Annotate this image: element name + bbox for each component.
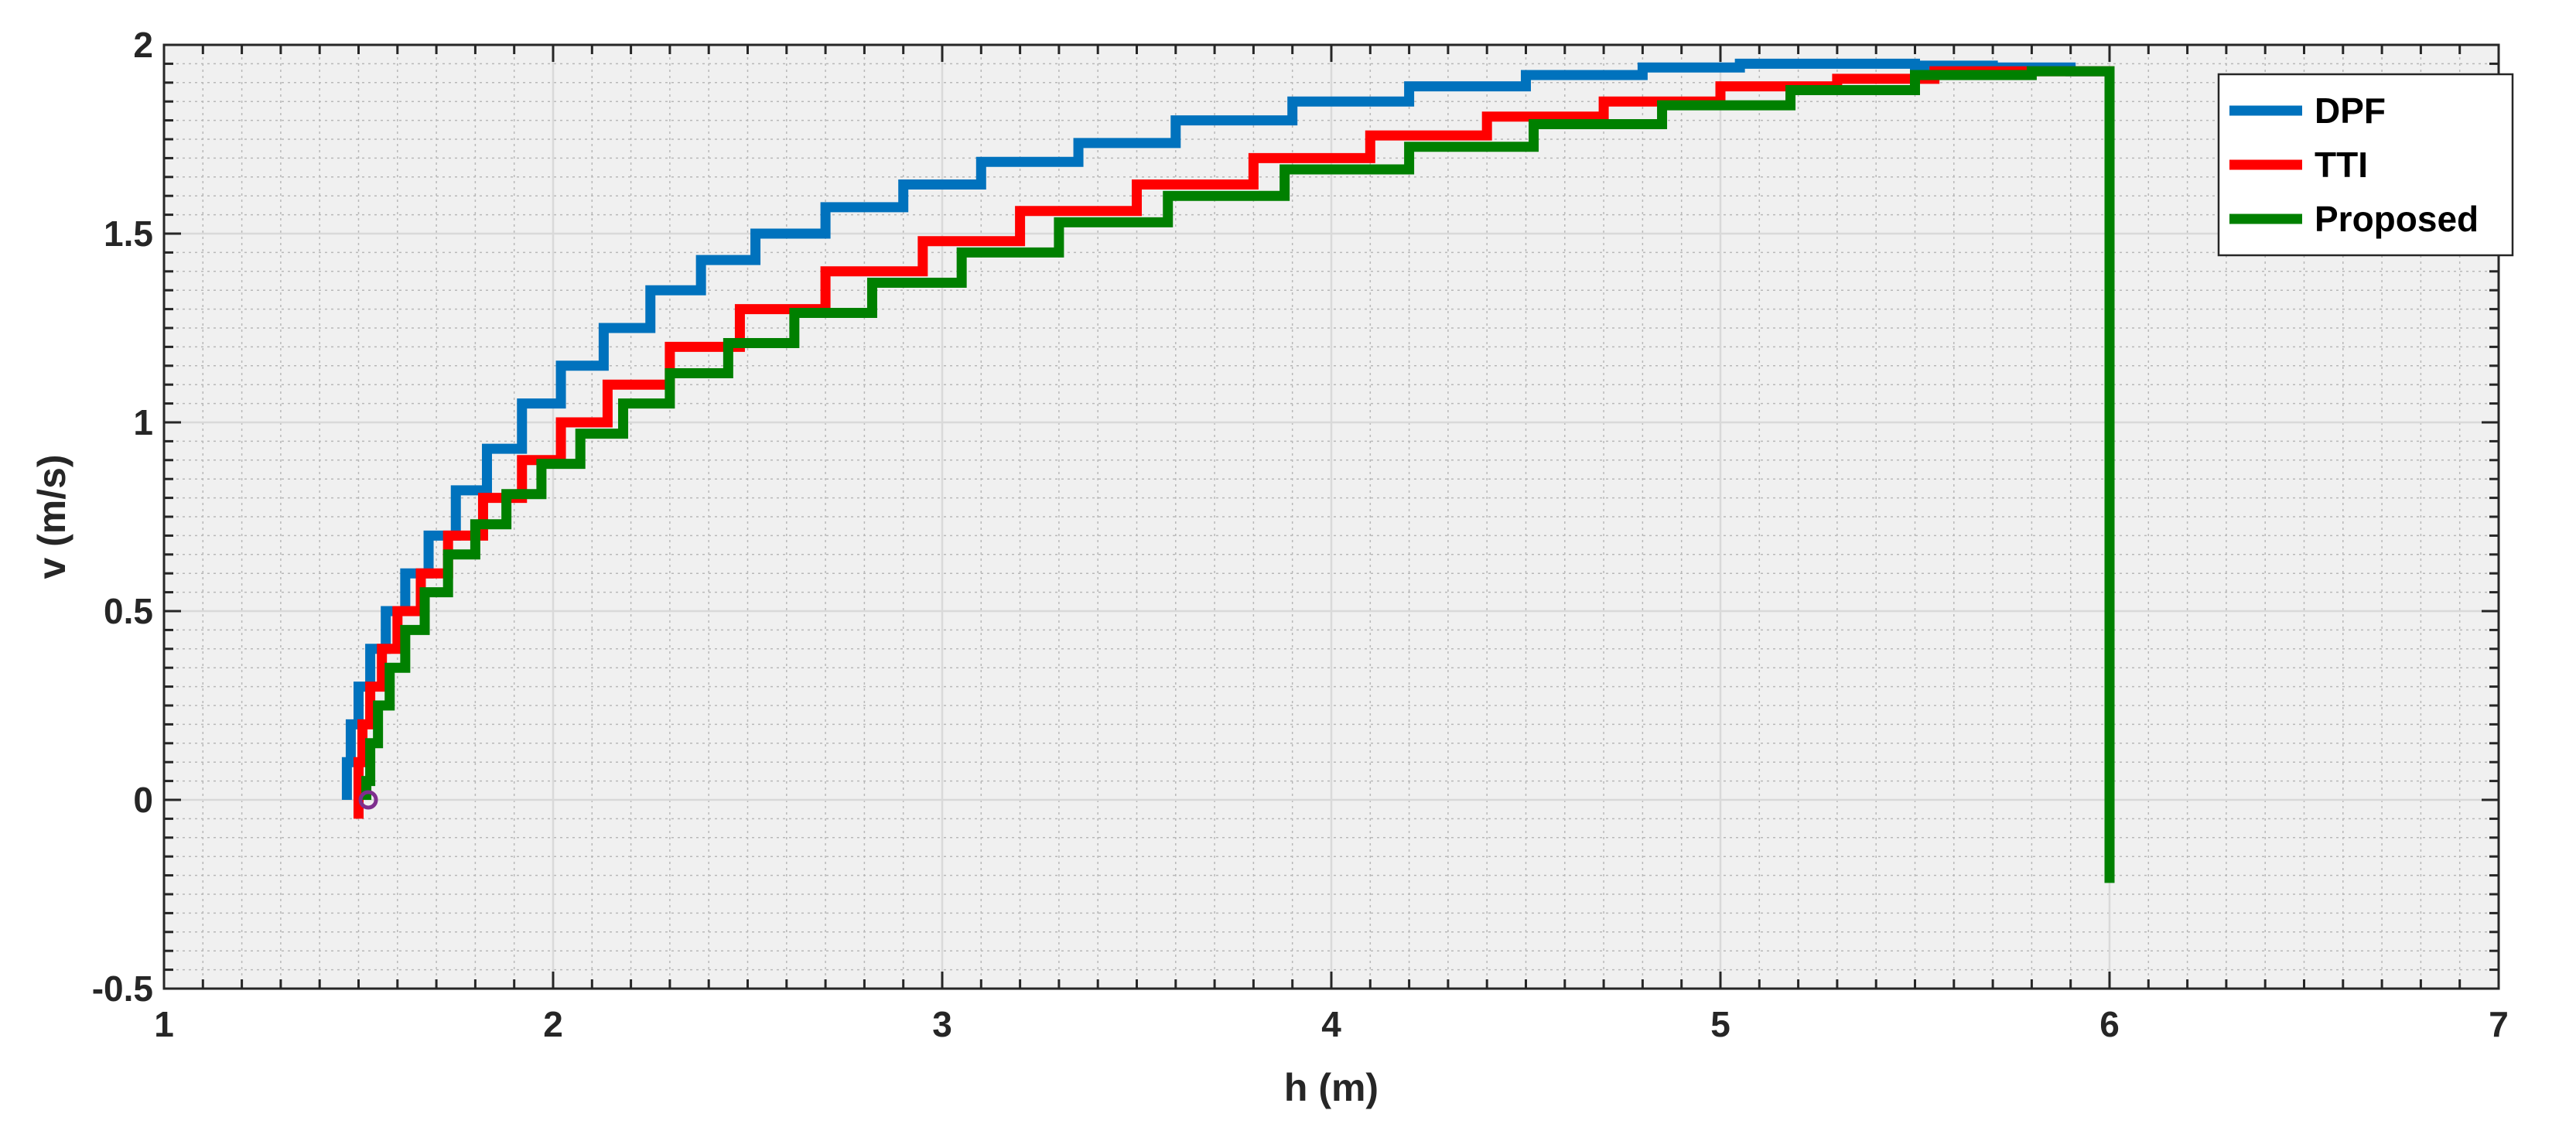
x-tick-label: 5 [1710, 1004, 1730, 1044]
x-tick-label: 4 [1321, 1004, 1341, 1044]
y-tick-label: 0.5 [104, 591, 153, 631]
y-tick-label: -0.5 [92, 968, 153, 1009]
start-marker [358, 790, 378, 810]
y-axis-label: v (m/s) [30, 454, 73, 579]
legend-label-tti: TTI [2315, 145, 2368, 185]
x-tick-label: 1 [154, 1004, 174, 1044]
y-tick-label: 2 [133, 25, 153, 65]
series-line-tti [354, 66, 2115, 819]
y-tick-label: 1.5 [104, 214, 153, 254]
x-tick-label: 6 [2099, 1004, 2120, 1044]
series-line-proposed [361, 66, 2115, 883]
x-tick-labels: 1 2 3 4 5 6 7 [154, 1004, 2509, 1044]
legend: DPF TTI Proposed [2217, 73, 2514, 257]
legend-label-proposed: Proposed [2315, 199, 2479, 239]
y-tick-label: 0 [133, 780, 153, 820]
y-tick-labels: -0.5 0 0.5 1 1.5 2 [92, 25, 153, 1009]
legend-label-dpf: DPF [2315, 91, 2386, 131]
y-tick-label: 1 [133, 402, 153, 442]
x-tick-label: 3 [932, 1004, 952, 1044]
x-tick-label: 2 [543, 1004, 563, 1044]
x-axis-label: h (m) [1284, 1066, 1379, 1109]
x-tick-label: 7 [2489, 1004, 2509, 1044]
series-layer [341, 58, 2115, 883]
